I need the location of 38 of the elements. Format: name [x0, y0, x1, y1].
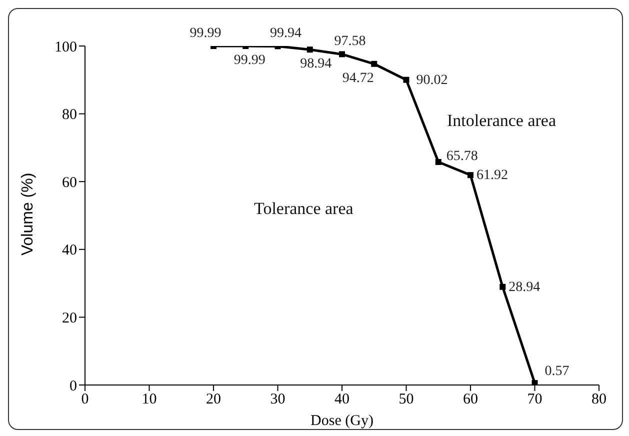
x-tick-label: 0 — [81, 392, 89, 408]
x-tick-label: 10 — [142, 392, 157, 408]
data-label: 90.02 — [416, 72, 448, 88]
point — [468, 172, 474, 178]
x-axis-title: Dose (Gy) — [310, 413, 374, 429]
point — [403, 76, 410, 83]
data-label: 65.78 — [446, 149, 478, 164]
point — [339, 51, 345, 58]
x-tick-label: 70 — [527, 392, 542, 408]
point — [435, 159, 442, 166]
x-tick-label: 50 — [398, 392, 414, 408]
data-label: 61.92 — [476, 168, 508, 184]
data-label: 99.99 — [234, 53, 266, 68]
y-tick-label: 40 — [62, 242, 77, 259]
y-tick-label: 100 — [54, 39, 77, 56]
point — [306, 46, 313, 53]
point — [532, 380, 538, 385]
data-label: 97.58 — [334, 34, 366, 50]
y-axis-title: Volume (%) — [20, 172, 37, 256]
annotation: Tolerance area — [254, 199, 354, 219]
data-label: 28.94 — [508, 280, 540, 295]
data-label: 94.72 — [342, 70, 374, 86]
y-tick-label: 0 — [70, 378, 77, 394]
point — [371, 60, 378, 67]
x-tick-label: 30 — [270, 392, 286, 408]
annotation: Intolerance area — [447, 111, 556, 131]
y-tick-label: 80 — [62, 107, 77, 124]
data-label: 99.99 — [190, 26, 222, 42]
data-label: 99.94 — [270, 26, 302, 42]
y-tick-label: 60 — [62, 174, 77, 191]
x-tick-label: 80 — [592, 392, 606, 408]
point — [500, 284, 506, 290]
data-label: 98.94 — [300, 56, 332, 72]
data-label: 0.57 — [544, 364, 570, 380]
x-tick-label: 40 — [334, 392, 350, 408]
x-tick-label: 60 — [463, 392, 478, 408]
y-tick-label: 20 — [62, 310, 77, 327]
x-tick-label: 20 — [206, 392, 221, 408]
